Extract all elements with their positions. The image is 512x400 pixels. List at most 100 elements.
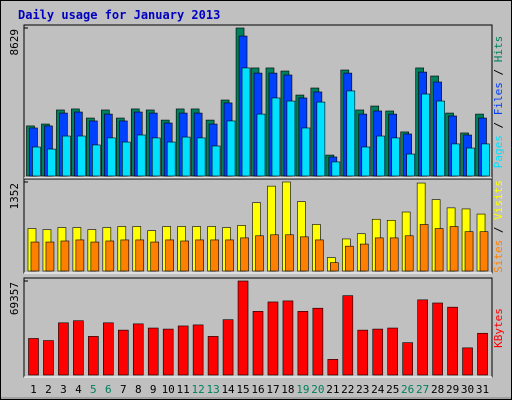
bar (32, 146, 41, 177)
x-tick-label: 13 (206, 383, 219, 396)
bar (447, 306, 458, 376)
legend: Sites / Visits (492, 180, 505, 273)
bar (282, 300, 294, 376)
bar (372, 328, 384, 376)
x-tick-label: 1 (30, 383, 37, 396)
legend: KBytes (492, 308, 505, 348)
bar (28, 338, 39, 376)
x-tick-label: 26 (401, 383, 414, 396)
bar (449, 226, 459, 272)
bar (192, 324, 204, 376)
x-tick-label: 14 (221, 383, 235, 396)
bar (252, 311, 264, 376)
bar (466, 147, 475, 177)
bar (479, 231, 489, 272)
bar (162, 328, 174, 376)
bar (180, 240, 189, 272)
bar (419, 224, 429, 272)
bar (105, 240, 115, 272)
bar (402, 342, 413, 376)
bar (481, 143, 490, 177)
x-tick-label: 4 (75, 383, 82, 396)
bar (165, 239, 174, 272)
bar (327, 359, 339, 376)
bar (136, 134, 146, 177)
x-tick-label: 24 (371, 383, 385, 396)
bar (331, 161, 341, 177)
bar (181, 136, 191, 177)
x-tick-label: 11 (177, 383, 190, 396)
bar (451, 143, 460, 177)
bar (436, 100, 445, 177)
bar (30, 241, 40, 272)
chart-title: Daily usage for January 2013 (18, 8, 220, 22)
bar (391, 137, 401, 177)
x-tick-label: 5 (90, 383, 97, 396)
bar (237, 280, 249, 376)
bar (477, 332, 488, 376)
legend-separator: / (492, 220, 505, 240)
x-tick-label: 10 (162, 383, 175, 396)
x-tick-label: 12 (192, 383, 205, 396)
bar (121, 141, 131, 177)
bar (62, 135, 71, 177)
bar (434, 228, 444, 272)
x-tick-label: 22 (341, 383, 354, 396)
bar (177, 325, 189, 376)
x-tick-label: 16 (251, 383, 264, 396)
x-tick-label: 21 (326, 383, 339, 396)
bar (207, 336, 219, 376)
bar (374, 237, 384, 272)
bar (406, 153, 415, 177)
bar (196, 137, 206, 177)
bar (357, 329, 369, 376)
y-tick-label: 1352 (8, 183, 21, 210)
bar (107, 137, 116, 177)
y-tick-label: 8629 (8, 29, 21, 56)
x-tick-label: 29 (446, 383, 459, 396)
x-tick-label: 31 (476, 383, 489, 396)
legend-separator: / (492, 115, 505, 135)
bar (135, 239, 145, 272)
bar (166, 141, 176, 177)
bar (387, 327, 399, 376)
bar (267, 301, 279, 376)
bar (464, 231, 474, 272)
bar (90, 241, 100, 272)
x-tick-label: 2 (45, 383, 52, 396)
x-tick-label: 3 (60, 383, 67, 396)
x-tick-label: 28 (431, 383, 444, 396)
bar (77, 135, 86, 177)
legend-separator: / (492, 62, 505, 82)
legend-entry: Sites (492, 240, 505, 273)
x-tick-label: 18 (281, 383, 294, 396)
bar (88, 336, 99, 376)
legend-entry: Pages (492, 135, 505, 168)
bar (432, 302, 443, 376)
bar (58, 322, 69, 376)
bar (421, 93, 430, 177)
bar (103, 322, 114, 376)
bar (92, 144, 101, 177)
legend: Pages / Files / Hits (492, 36, 505, 169)
bar (75, 239, 85, 272)
bar (222, 319, 234, 376)
bar (241, 67, 251, 177)
x-tick-label: 20 (311, 383, 324, 396)
x-tick-label: 9 (150, 383, 157, 396)
bar (404, 235, 414, 272)
x-tick-label: 8 (135, 383, 142, 396)
bar (150, 241, 160, 272)
bar (210, 239, 219, 272)
bar (43, 340, 54, 376)
bar (301, 127, 311, 177)
bar (389, 237, 399, 272)
x-tick-label: 27 (416, 383, 429, 396)
bar (315, 239, 324, 272)
x-tick-label: 17 (266, 383, 279, 396)
bar (300, 236, 309, 272)
bar (285, 234, 294, 272)
bar (345, 245, 354, 272)
bar (271, 97, 281, 177)
